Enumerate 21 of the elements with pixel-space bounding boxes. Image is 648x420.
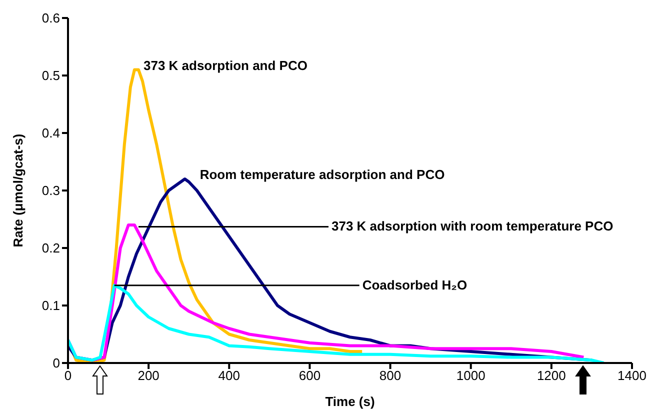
y-tick-label: 0 (52, 356, 60, 371)
y-tick-label: 0.6 (42, 10, 60, 26)
x-tick-label: 1200 (536, 368, 566, 384)
x-tick-label: 400 (218, 368, 240, 384)
y-tick-label: 0.1 (42, 298, 60, 314)
y-tick-label: 0.3 (42, 183, 60, 198)
x-tick-label: 600 (298, 368, 321, 384)
x-tick-label: 800 (379, 368, 402, 384)
x-axis-title: Time (s) (325, 394, 375, 409)
y-tick-label: 0.4 (42, 126, 60, 141)
y-tick-label: 0.5 (42, 68, 60, 84)
x-tick-label: 0 (64, 368, 72, 384)
x-tick-label: 1400 (618, 368, 646, 384)
annotation: Coadsorbed H₂O (362, 277, 468, 292)
x-tick-label: 200 (138, 368, 160, 384)
annotation: 373 K adsorption with room temperature PCO (332, 218, 614, 234)
annotation: Room temperature adsorption and PCO (200, 167, 445, 182)
x-tick-label: 1000 (456, 368, 486, 384)
annotation: 373 K adsorption and PCO (143, 58, 308, 73)
y-axis-title: Rate (μmol/gcat-s) (10, 134, 26, 248)
y-tick-label: 0.2 (42, 240, 60, 256)
